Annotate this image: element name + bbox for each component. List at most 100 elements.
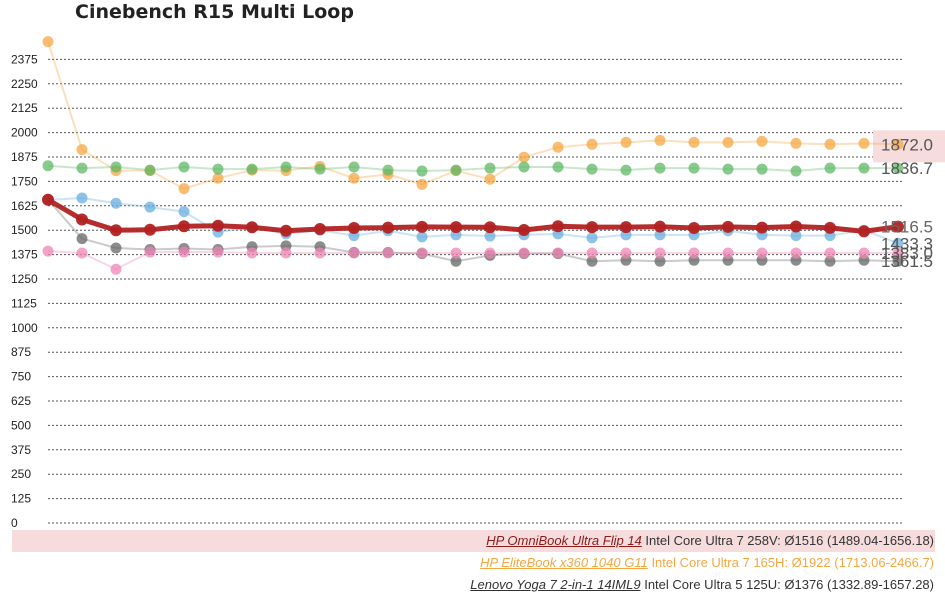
data-point — [620, 247, 632, 259]
data-point — [654, 247, 666, 259]
data-point — [892, 237, 904, 249]
legend-entry: Lenovo Yoga 7 2-in-1 14IML9 Intel Core U… — [12, 574, 935, 596]
y-tick-label: 750 — [11, 370, 31, 384]
data-point — [688, 162, 700, 174]
end-label-highlight — [873, 130, 945, 163]
series-line — [47, 41, 899, 190]
end-label-4: 1383.0 — [881, 244, 933, 263]
chart-title: Cinebench R15 Multi Loop — [75, 1, 354, 23]
data-point — [484, 221, 496, 234]
data-point — [178, 206, 190, 218]
data-point — [348, 172, 360, 184]
data-point — [76, 247, 88, 259]
data-point — [280, 161, 292, 173]
data-point — [892, 138, 904, 150]
end-label-3: 1433.3 — [881, 234, 933, 253]
data-point — [756, 221, 768, 234]
data-point — [552, 220, 564, 233]
series-0 — [42, 193, 904, 238]
y-tick-label: 0 — [11, 516, 18, 530]
data-point — [212, 219, 224, 232]
data-point — [314, 247, 326, 259]
data-point — [790, 165, 802, 177]
data-point — [246, 221, 258, 234]
data-point — [824, 221, 836, 234]
data-point — [586, 232, 598, 244]
data-point — [858, 162, 870, 174]
data-point — [178, 161, 190, 173]
series-4 — [42, 245, 904, 275]
data-point — [552, 247, 564, 259]
data-point — [110, 263, 122, 275]
series-3 — [42, 192, 904, 249]
data-point — [76, 192, 88, 204]
data-point — [416, 231, 428, 243]
data-point — [246, 247, 258, 259]
data-point — [824, 247, 836, 259]
y-tick-label: 1125 — [11, 296, 37, 310]
y-tick-label: 2375 — [11, 52, 38, 66]
data-point — [110, 224, 122, 237]
y-tick-label: 2125 — [11, 101, 38, 115]
data-point — [518, 161, 530, 173]
data-point — [382, 221, 394, 234]
data-point — [654, 255, 666, 267]
data-point — [178, 246, 190, 258]
data-point — [348, 247, 360, 259]
series-lines — [42, 36, 904, 275]
data-point — [212, 172, 224, 184]
data-point — [416, 178, 428, 190]
data-point — [722, 247, 734, 259]
legend-device-link[interactable]: Lenovo Yoga 7 2-in-1 14IML9 — [470, 577, 641, 592]
end-label-0: 1516.5 — [881, 218, 933, 237]
data-point — [654, 162, 666, 174]
data-point — [688, 136, 700, 148]
data-point — [858, 247, 870, 259]
y-tick-label: 875 — [11, 345, 31, 359]
data-point — [178, 220, 190, 233]
grid-lines — [48, 58, 903, 524]
y-axis-tick-labels: 0 125 250 375 500 625 750 875 1000 1125 1250 1375 15… — [11, 52, 38, 530]
y-tick-label: 1625 — [11, 199, 38, 213]
data-point — [586, 163, 598, 175]
data-point — [280, 224, 292, 237]
data-point — [892, 247, 904, 259]
data-point — [722, 163, 734, 175]
end-label-1: 1872.0 — [881, 135, 933, 154]
data-point — [212, 163, 224, 175]
series-line — [47, 250, 898, 271]
y-tick-label: 125 — [11, 492, 31, 506]
y-tick-label: 375 — [11, 443, 31, 457]
data-point — [620, 221, 632, 234]
data-point — [586, 221, 598, 234]
data-point — [756, 163, 768, 175]
data-point — [76, 162, 88, 174]
data-point — [824, 255, 836, 267]
data-point — [450, 247, 462, 259]
y-tick-label: 1250 — [11, 272, 38, 286]
data-point — [824, 162, 836, 174]
data-point — [484, 173, 496, 185]
data-point — [552, 161, 564, 173]
data-point — [416, 220, 428, 233]
data-point — [654, 134, 666, 146]
data-point — [722, 136, 734, 148]
series-line — [47, 164, 898, 173]
data-point — [110, 197, 122, 209]
data-point — [76, 213, 88, 226]
data-point — [688, 247, 700, 259]
data-point — [416, 247, 428, 259]
y-tick-label: 625 — [11, 394, 31, 408]
data-point — [552, 141, 564, 153]
data-point — [144, 223, 156, 236]
data-point — [790, 230, 802, 242]
legend-device-link[interactable]: HP EliteBook x360 1040 G11 — [480, 555, 648, 570]
legend-detail: Intel Core Ultra 7 165H: Ø1922 (1713.06-… — [647, 555, 934, 570]
legend-device-link[interactable]: HP OmniBook Ultra Flip 14 — [486, 533, 642, 548]
end-label-5: 1836.7 — [881, 159, 933, 178]
data-point — [178, 183, 190, 195]
series-line — [47, 198, 899, 263]
data-point — [892, 255, 904, 267]
data-point — [688, 222, 700, 235]
data-point — [382, 247, 394, 259]
